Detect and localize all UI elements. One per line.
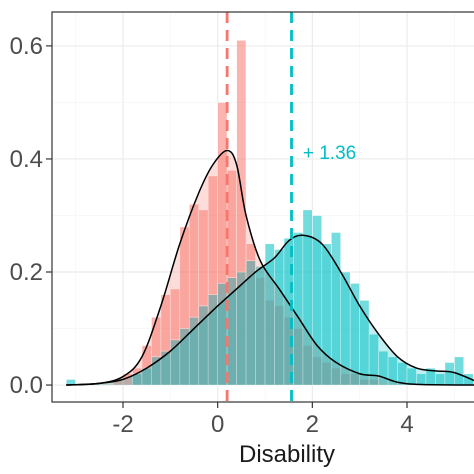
x-tick-label: 4	[400, 411, 413, 438]
x-axis-title: Disability	[239, 441, 335, 468]
x-tick-label: 2	[306, 411, 319, 438]
axis-ticks	[46, 45, 408, 408]
x-tick-label: 0	[211, 411, 224, 438]
y-tick-label: 0.2	[10, 259, 43, 286]
density-curve-b	[66, 234, 474, 386]
mean-difference-annotation: + 1.36	[303, 143, 356, 164]
y-tick-label: 0.6	[10, 33, 43, 60]
x-tick-label: -2	[112, 411, 133, 438]
y-tick-label: 0.0	[10, 372, 43, 399]
tick-labels: -2 0 2 4 0.0 0.2 0.4 0.6	[10, 33, 414, 438]
density-area-b	[66, 235, 474, 386]
annotations: + 1.36	[303, 143, 356, 164]
y-tick-label: 0.4	[10, 146, 43, 173]
panel-border	[51, 11, 474, 403]
mean-lines	[225, 12, 293, 402]
density-area-a	[66, 150, 474, 386]
histogram-series-b	[65, 209, 474, 386]
density-curves	[66, 149, 474, 386]
density-curve-a	[66, 149, 474, 386]
